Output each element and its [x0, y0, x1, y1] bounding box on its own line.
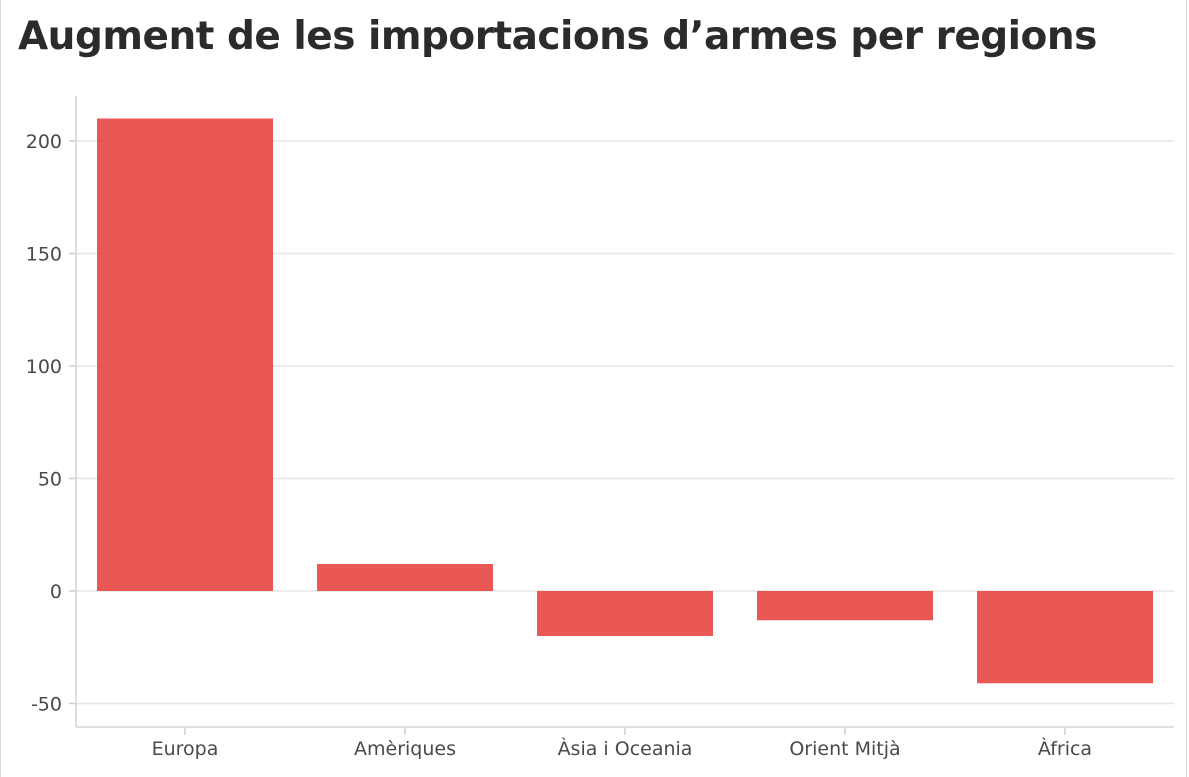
- bar-1: [317, 564, 493, 591]
- y-tick-label-3: 100: [26, 356, 62, 378]
- y-tick-labels: -50 0 50 100 150 200: [26, 131, 62, 716]
- x-tick-label-3: Orient Mitjà: [789, 738, 900, 760]
- x-tick-label-4: Àfrica: [1038, 737, 1092, 760]
- x-tick-label-1: Amèriques: [354, 738, 456, 760]
- y-tick-label-2: 50: [38, 469, 62, 491]
- bar-3: [757, 591, 933, 621]
- x-tick-labels: Europa Amèriques Àsia i Oceania Orient Mitj…: [152, 737, 1092, 760]
- axes: [69, 96, 1174, 735]
- x-tick-label-2: Àsia i Oceania: [558, 737, 693, 760]
- bar-2: [537, 591, 713, 636]
- bar-0: [97, 118, 273, 591]
- y-tick-label-4: 150: [26, 244, 62, 266]
- y-tick-label-5: 200: [26, 131, 62, 153]
- y-tick-label-1: 0: [50, 581, 62, 603]
- x-tick-label-0: Europa: [152, 738, 219, 760]
- chart-title: Augment de les importacions d’armes per …: [18, 14, 1097, 59]
- bars: [97, 118, 1153, 684]
- y-tick-label-0: -50: [31, 694, 62, 716]
- bar-4: [977, 591, 1153, 684]
